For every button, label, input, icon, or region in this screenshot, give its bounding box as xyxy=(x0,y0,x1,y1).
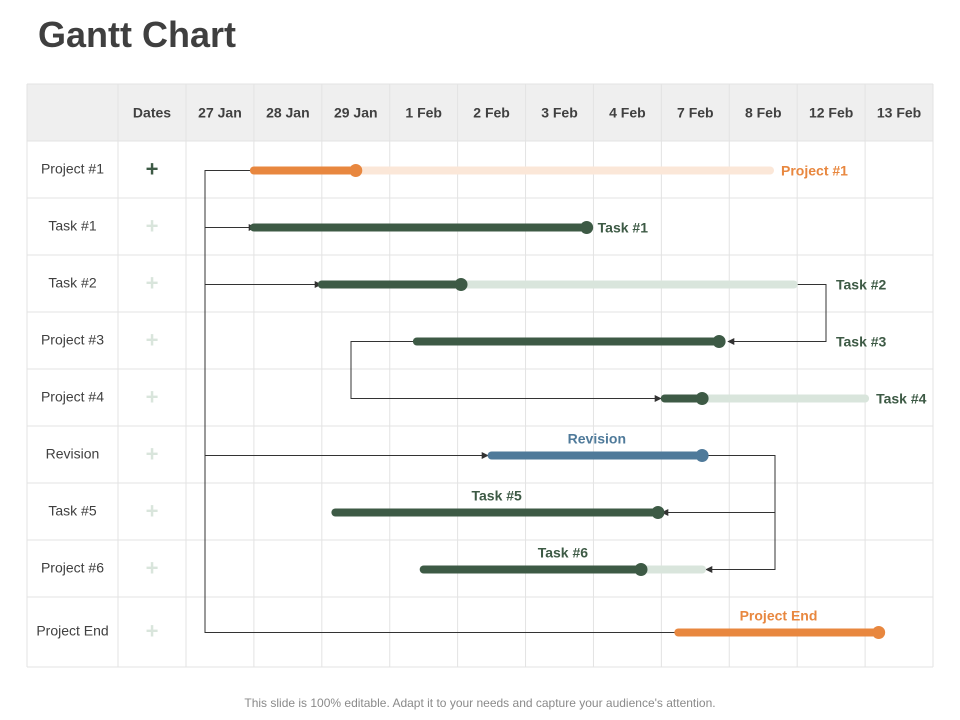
bar-label: Project End xyxy=(740,608,818,624)
header-date-label: 7 Feb xyxy=(677,105,714,121)
header-date-label: 12 Feb xyxy=(809,105,853,121)
bar-progress-marker xyxy=(695,392,709,405)
plus-icon: + xyxy=(146,619,159,644)
header-date-label: 28 Jan xyxy=(266,105,310,121)
bar-label: Task #3 xyxy=(836,334,887,350)
row-label: Project #6 xyxy=(41,560,104,576)
footer-note: This slide is 100% editable. Adapt it to… xyxy=(244,696,716,710)
dependency-arrows xyxy=(204,170,827,633)
bar-label: Task #2 xyxy=(836,277,887,293)
plus-icon: + xyxy=(146,556,159,581)
row-label: Project End xyxy=(36,623,108,639)
bar-label: Task #1 xyxy=(598,220,649,236)
header-date-label: 1 Feb xyxy=(405,105,442,121)
header-dates-label: Dates xyxy=(133,105,171,121)
bar-label: Task #5 xyxy=(472,488,523,504)
labels: Dates 27 Jan 28 Jan 29 Jan 1 Feb 2 Feb 3 Feb 4 … xyxy=(36,105,926,644)
bar-label: Project #1 xyxy=(781,163,848,179)
bar-progress-marker xyxy=(695,449,709,462)
plus-icon: + xyxy=(146,271,159,296)
row-label: Task #1 xyxy=(48,218,96,234)
plus-icon: + xyxy=(146,499,159,524)
bar-progress-marker xyxy=(651,506,665,519)
row-label: Project #4 xyxy=(41,389,104,405)
bar-label: Task #6 xyxy=(538,545,589,561)
bar-progress-marker xyxy=(712,335,726,348)
row-label: Project #1 xyxy=(41,161,104,177)
plus-icon: + xyxy=(146,214,159,239)
row-label: Project #3 xyxy=(41,332,104,348)
bar-progress-marker xyxy=(634,563,648,576)
bar-progress-marker xyxy=(349,164,363,177)
dependency-arrow xyxy=(350,341,662,402)
row-label: Task #2 xyxy=(48,275,96,291)
header-background xyxy=(27,84,933,141)
plus-icon: + xyxy=(146,385,159,410)
grid xyxy=(26,83,934,668)
header-date-label: 2 Feb xyxy=(473,105,510,121)
plus-icon: + xyxy=(146,328,159,353)
bars xyxy=(249,164,886,639)
bar-progress-marker xyxy=(872,626,886,639)
dependency-arrow xyxy=(727,284,827,345)
bar-progress-marker xyxy=(580,221,594,234)
header-date-label: 8 Feb xyxy=(745,105,782,121)
header-date-label: 27 Jan xyxy=(198,105,242,121)
bar-progress-marker xyxy=(454,278,468,291)
bar-label: Task #4 xyxy=(876,391,927,407)
row-label: Task #5 xyxy=(48,503,96,519)
header-date-label: 13 Feb xyxy=(877,105,921,121)
header-date-label: 4 Feb xyxy=(609,105,646,121)
bar-label: Revision xyxy=(568,431,626,447)
plus-icon: + xyxy=(146,442,159,467)
page-title: Gantt Chart xyxy=(38,14,236,55)
row-label: Revision xyxy=(46,446,100,462)
dependency-arrow xyxy=(204,170,676,633)
plus-icon: + xyxy=(146,157,159,182)
header-date-label: 3 Feb xyxy=(541,105,578,121)
header-date-label: 29 Jan xyxy=(334,105,378,121)
